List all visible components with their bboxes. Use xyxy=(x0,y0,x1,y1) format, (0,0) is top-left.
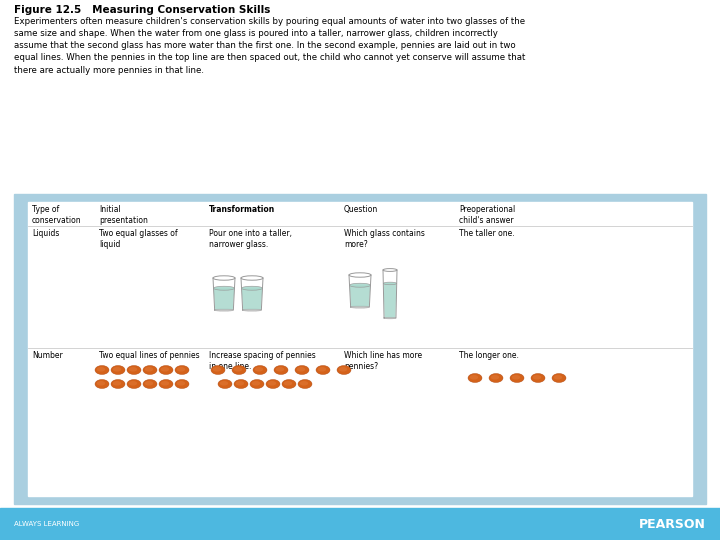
Ellipse shape xyxy=(241,276,263,280)
Ellipse shape xyxy=(241,286,263,290)
Polygon shape xyxy=(384,284,397,318)
Text: The longer one.: The longer one. xyxy=(459,351,519,360)
Ellipse shape xyxy=(232,366,246,375)
Ellipse shape xyxy=(211,366,225,375)
Ellipse shape xyxy=(212,367,221,372)
Ellipse shape xyxy=(512,375,520,380)
Ellipse shape xyxy=(159,366,173,375)
Ellipse shape xyxy=(96,381,105,386)
Text: Question: Question xyxy=(344,205,378,214)
Ellipse shape xyxy=(266,380,280,388)
Ellipse shape xyxy=(96,367,105,372)
Ellipse shape xyxy=(145,381,153,386)
Ellipse shape xyxy=(111,366,125,375)
Ellipse shape xyxy=(129,367,137,372)
Ellipse shape xyxy=(218,380,232,388)
Ellipse shape xyxy=(337,366,351,375)
Text: PEARSON: PEARSON xyxy=(639,517,706,530)
Ellipse shape xyxy=(349,284,371,287)
Bar xyxy=(28,202,692,496)
Ellipse shape xyxy=(113,367,121,372)
Ellipse shape xyxy=(220,381,228,386)
Text: ALWAYS LEARNING: ALWAYS LEARNING xyxy=(14,521,79,527)
Ellipse shape xyxy=(176,367,185,372)
Polygon shape xyxy=(349,285,371,307)
Ellipse shape xyxy=(552,374,566,382)
Ellipse shape xyxy=(252,381,260,386)
Ellipse shape xyxy=(95,366,109,375)
Ellipse shape xyxy=(113,381,121,386)
Text: Initial
presentation: Initial presentation xyxy=(99,205,148,225)
Ellipse shape xyxy=(214,286,235,290)
Ellipse shape xyxy=(351,306,369,308)
Text: Experimenters often measure children's conservation skills by pouring equal amou: Experimenters often measure children's c… xyxy=(14,17,526,75)
Text: Transformation: Transformation xyxy=(209,205,275,214)
Ellipse shape xyxy=(127,380,141,388)
Ellipse shape xyxy=(469,375,478,380)
Ellipse shape xyxy=(213,276,235,280)
Ellipse shape xyxy=(384,317,396,319)
Text: Increase spacing of pennies
in one line.: Increase spacing of pennies in one line. xyxy=(209,351,316,371)
Ellipse shape xyxy=(253,366,267,375)
Ellipse shape xyxy=(234,380,248,388)
Ellipse shape xyxy=(295,366,309,375)
Ellipse shape xyxy=(95,380,109,388)
Ellipse shape xyxy=(297,367,305,372)
Ellipse shape xyxy=(383,282,397,285)
Ellipse shape xyxy=(159,380,173,388)
Ellipse shape xyxy=(468,374,482,382)
Ellipse shape xyxy=(129,381,137,386)
Ellipse shape xyxy=(318,367,326,372)
Ellipse shape xyxy=(282,380,296,388)
Ellipse shape xyxy=(276,367,284,372)
Ellipse shape xyxy=(284,381,292,386)
Ellipse shape xyxy=(161,367,169,372)
Ellipse shape xyxy=(127,366,141,375)
Text: Pour one into a taller,
narrower glass.: Pour one into a taller, narrower glass. xyxy=(209,229,292,249)
Ellipse shape xyxy=(111,380,125,388)
Ellipse shape xyxy=(489,374,503,382)
Ellipse shape xyxy=(491,375,499,380)
Ellipse shape xyxy=(298,380,312,388)
Ellipse shape xyxy=(234,367,242,372)
Ellipse shape xyxy=(338,367,347,372)
Bar xyxy=(14,194,706,504)
Ellipse shape xyxy=(255,367,263,372)
Ellipse shape xyxy=(143,366,157,375)
Ellipse shape xyxy=(175,380,189,388)
Text: Number: Number xyxy=(32,351,63,360)
Text: The taller one.: The taller one. xyxy=(459,229,515,238)
Ellipse shape xyxy=(143,380,157,388)
Ellipse shape xyxy=(554,375,562,380)
Ellipse shape xyxy=(383,268,397,272)
Text: Type of
conservation: Type of conservation xyxy=(32,205,81,225)
Bar xyxy=(0,508,720,540)
Ellipse shape xyxy=(510,374,524,382)
Ellipse shape xyxy=(531,374,545,382)
Text: Two equal lines of pennies: Two equal lines of pennies xyxy=(99,351,199,360)
Polygon shape xyxy=(241,288,263,309)
Text: Figure 12.5   Measuring Conservation Skills: Figure 12.5 Measuring Conservation Skill… xyxy=(14,5,271,15)
Ellipse shape xyxy=(235,381,244,386)
Text: Which glass contains
more?: Which glass contains more? xyxy=(344,229,425,249)
Ellipse shape xyxy=(161,381,169,386)
Ellipse shape xyxy=(349,273,371,277)
Ellipse shape xyxy=(176,381,185,386)
Polygon shape xyxy=(214,288,235,309)
Ellipse shape xyxy=(175,366,189,375)
Ellipse shape xyxy=(533,375,541,380)
Ellipse shape xyxy=(145,367,153,372)
Ellipse shape xyxy=(268,381,276,386)
Ellipse shape xyxy=(300,381,308,386)
Ellipse shape xyxy=(243,308,261,312)
Text: Which line has more
pennies?: Which line has more pennies? xyxy=(344,351,422,371)
Ellipse shape xyxy=(250,380,264,388)
Text: Preoperational
child's answer: Preoperational child's answer xyxy=(459,205,516,225)
Ellipse shape xyxy=(316,366,330,375)
Text: Liquids: Liquids xyxy=(32,229,59,238)
Text: Two equal glasses of
liquid: Two equal glasses of liquid xyxy=(99,229,178,249)
Ellipse shape xyxy=(215,308,233,312)
Ellipse shape xyxy=(274,366,288,375)
